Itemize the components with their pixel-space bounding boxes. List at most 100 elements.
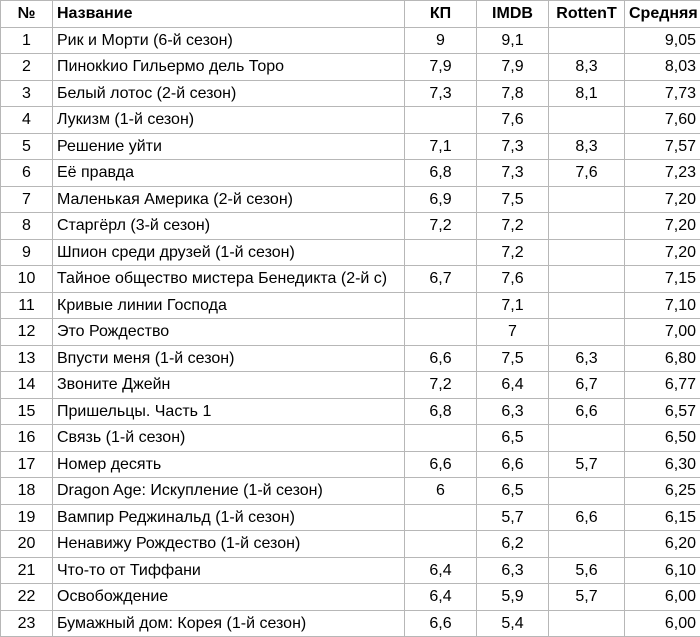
cell-avg[interactable]: 7,00 — [625, 319, 700, 346]
cell-imdb[interactable]: 7,6 — [477, 266, 549, 293]
cell-title[interactable]: Белый лотос (2-й сезон) — [53, 80, 405, 107]
cell-imdb[interactable]: 5,7 — [477, 504, 549, 531]
cell-num[interactable]: 10 — [1, 266, 53, 293]
cell-rt[interactable]: 7,6 — [549, 160, 625, 187]
cell-kp[interactable]: 6 — [405, 478, 477, 505]
cell-kp[interactable]: 9 — [405, 27, 477, 54]
header-title[interactable]: Название — [53, 1, 405, 28]
cell-imdb[interactable]: 5,9 — [477, 584, 549, 611]
cell-kp[interactable]: 7,3 — [405, 80, 477, 107]
cell-num[interactable]: 7 — [1, 186, 53, 213]
cell-avg[interactable]: 8,03 — [625, 54, 700, 81]
cell-avg[interactable]: 7,20 — [625, 239, 700, 266]
cell-title[interactable]: Вампир Реджинальд (1-й сезон) — [53, 504, 405, 531]
cell-imdb[interactable]: 9,1 — [477, 27, 549, 54]
cell-avg[interactable]: 6,30 — [625, 451, 700, 478]
cell-rt[interactable] — [549, 186, 625, 213]
cell-num[interactable]: 14 — [1, 372, 53, 399]
cell-imdb[interactable]: 5,4 — [477, 610, 549, 637]
cell-num[interactable]: 6 — [1, 160, 53, 187]
cell-kp[interactable]: 7,2 — [405, 213, 477, 240]
cell-rt[interactable]: 8,3 — [549, 54, 625, 81]
cell-imdb[interactable]: 7,2 — [477, 239, 549, 266]
cell-num[interactable]: 13 — [1, 345, 53, 372]
cell-avg[interactable]: 6,77 — [625, 372, 700, 399]
cell-imdb[interactable]: 6,2 — [477, 531, 549, 558]
cell-kp[interactable]: 6,4 — [405, 557, 477, 584]
cell-imdb[interactable]: 7,6 — [477, 107, 549, 134]
cell-rt[interactable] — [549, 266, 625, 293]
cell-avg[interactable]: 6,25 — [625, 478, 700, 505]
cell-kp[interactable]: 6,8 — [405, 398, 477, 425]
cell-imdb[interactable]: 7,1 — [477, 292, 549, 319]
cell-kp[interactable]: 6,6 — [405, 451, 477, 478]
cell-avg[interactable]: 7,10 — [625, 292, 700, 319]
header-avg[interactable]: Средняя — [625, 1, 700, 28]
cell-imdb[interactable]: 7,3 — [477, 160, 549, 187]
header-num[interactable]: № — [1, 1, 53, 28]
cell-title[interactable]: Номер десять — [53, 451, 405, 478]
cell-title[interactable]: Пришельцы. Часть 1 — [53, 398, 405, 425]
cell-num[interactable]: 23 — [1, 610, 53, 637]
header-kp[interactable]: КП — [405, 1, 477, 28]
cell-rt[interactable] — [549, 531, 625, 558]
cell-title[interactable]: Тайное общество мистера Бенедикта (2-й с… — [53, 266, 405, 293]
cell-num[interactable]: 18 — [1, 478, 53, 505]
cell-imdb[interactable]: 6,3 — [477, 557, 549, 584]
cell-imdb[interactable]: 7,2 — [477, 213, 549, 240]
cell-rt[interactable] — [549, 610, 625, 637]
header-imdb[interactable]: IMDB — [477, 1, 549, 28]
cell-title[interactable]: Рик и Морти (6-й сезон) — [53, 27, 405, 54]
cell-rt[interactable] — [549, 319, 625, 346]
cell-title[interactable]: Маленькая Америка (2-й сезон) — [53, 186, 405, 213]
cell-rt[interactable] — [549, 27, 625, 54]
cell-avg[interactable]: 9,05 — [625, 27, 700, 54]
cell-kp[interactable]: 7,9 — [405, 54, 477, 81]
cell-rt[interactable] — [549, 425, 625, 452]
cell-title[interactable]: Бумажный дом: Корея (1-й сезон) — [53, 610, 405, 637]
cell-num[interactable]: 4 — [1, 107, 53, 134]
cell-num[interactable]: 20 — [1, 531, 53, 558]
cell-imdb[interactable]: 7,5 — [477, 345, 549, 372]
cell-title[interactable]: Связь (1-й сезон) — [53, 425, 405, 452]
cell-num[interactable]: 21 — [1, 557, 53, 584]
cell-rt[interactable] — [549, 292, 625, 319]
cell-kp[interactable]: 6,9 — [405, 186, 477, 213]
cell-kp[interactable] — [405, 107, 477, 134]
cell-kp[interactable] — [405, 292, 477, 319]
cell-num[interactable]: 22 — [1, 584, 53, 611]
cell-rt[interactable]: 6,3 — [549, 345, 625, 372]
cell-kp[interactable]: 7,2 — [405, 372, 477, 399]
cell-num[interactable]: 19 — [1, 504, 53, 531]
cell-num[interactable]: 3 — [1, 80, 53, 107]
header-rt[interactable]: RottenT — [549, 1, 625, 28]
cell-imdb[interactable]: 6,4 — [477, 372, 549, 399]
cell-title[interactable]: Решение уйти — [53, 133, 405, 160]
cell-num[interactable]: 16 — [1, 425, 53, 452]
cell-imdb[interactable]: 7,3 — [477, 133, 549, 160]
cell-title[interactable]: Что-то от Тиффани — [53, 557, 405, 584]
cell-kp[interactable]: 6,6 — [405, 610, 477, 637]
cell-title[interactable]: Шпион среди друзей (1-й сезон) — [53, 239, 405, 266]
cell-kp[interactable] — [405, 425, 477, 452]
cell-avg[interactable]: 7,60 — [625, 107, 700, 134]
cell-rt[interactable]: 5,7 — [549, 584, 625, 611]
cell-rt[interactable]: 5,7 — [549, 451, 625, 478]
cell-avg[interactable]: 7,20 — [625, 186, 700, 213]
cell-avg[interactable]: 6,57 — [625, 398, 700, 425]
cell-title[interactable]: Пинокkио Гильермо дель Торо — [53, 54, 405, 81]
cell-kp[interactable] — [405, 504, 477, 531]
cell-title[interactable]: Лукизм (1-й сезон) — [53, 107, 405, 134]
cell-avg[interactable]: 6,00 — [625, 610, 700, 637]
cell-title[interactable]: Это Рождество — [53, 319, 405, 346]
cell-imdb[interactable]: 6,5 — [477, 478, 549, 505]
cell-num[interactable]: 2 — [1, 54, 53, 81]
cell-rt[interactable]: 6,6 — [549, 398, 625, 425]
cell-avg[interactable]: 7,15 — [625, 266, 700, 293]
cell-num[interactable]: 12 — [1, 319, 53, 346]
cell-avg[interactable]: 6,20 — [625, 531, 700, 558]
cell-imdb[interactable]: 7,5 — [477, 186, 549, 213]
cell-rt[interactable] — [549, 239, 625, 266]
cell-avg[interactable]: 6,00 — [625, 584, 700, 611]
cell-imdb[interactable]: 6,3 — [477, 398, 549, 425]
